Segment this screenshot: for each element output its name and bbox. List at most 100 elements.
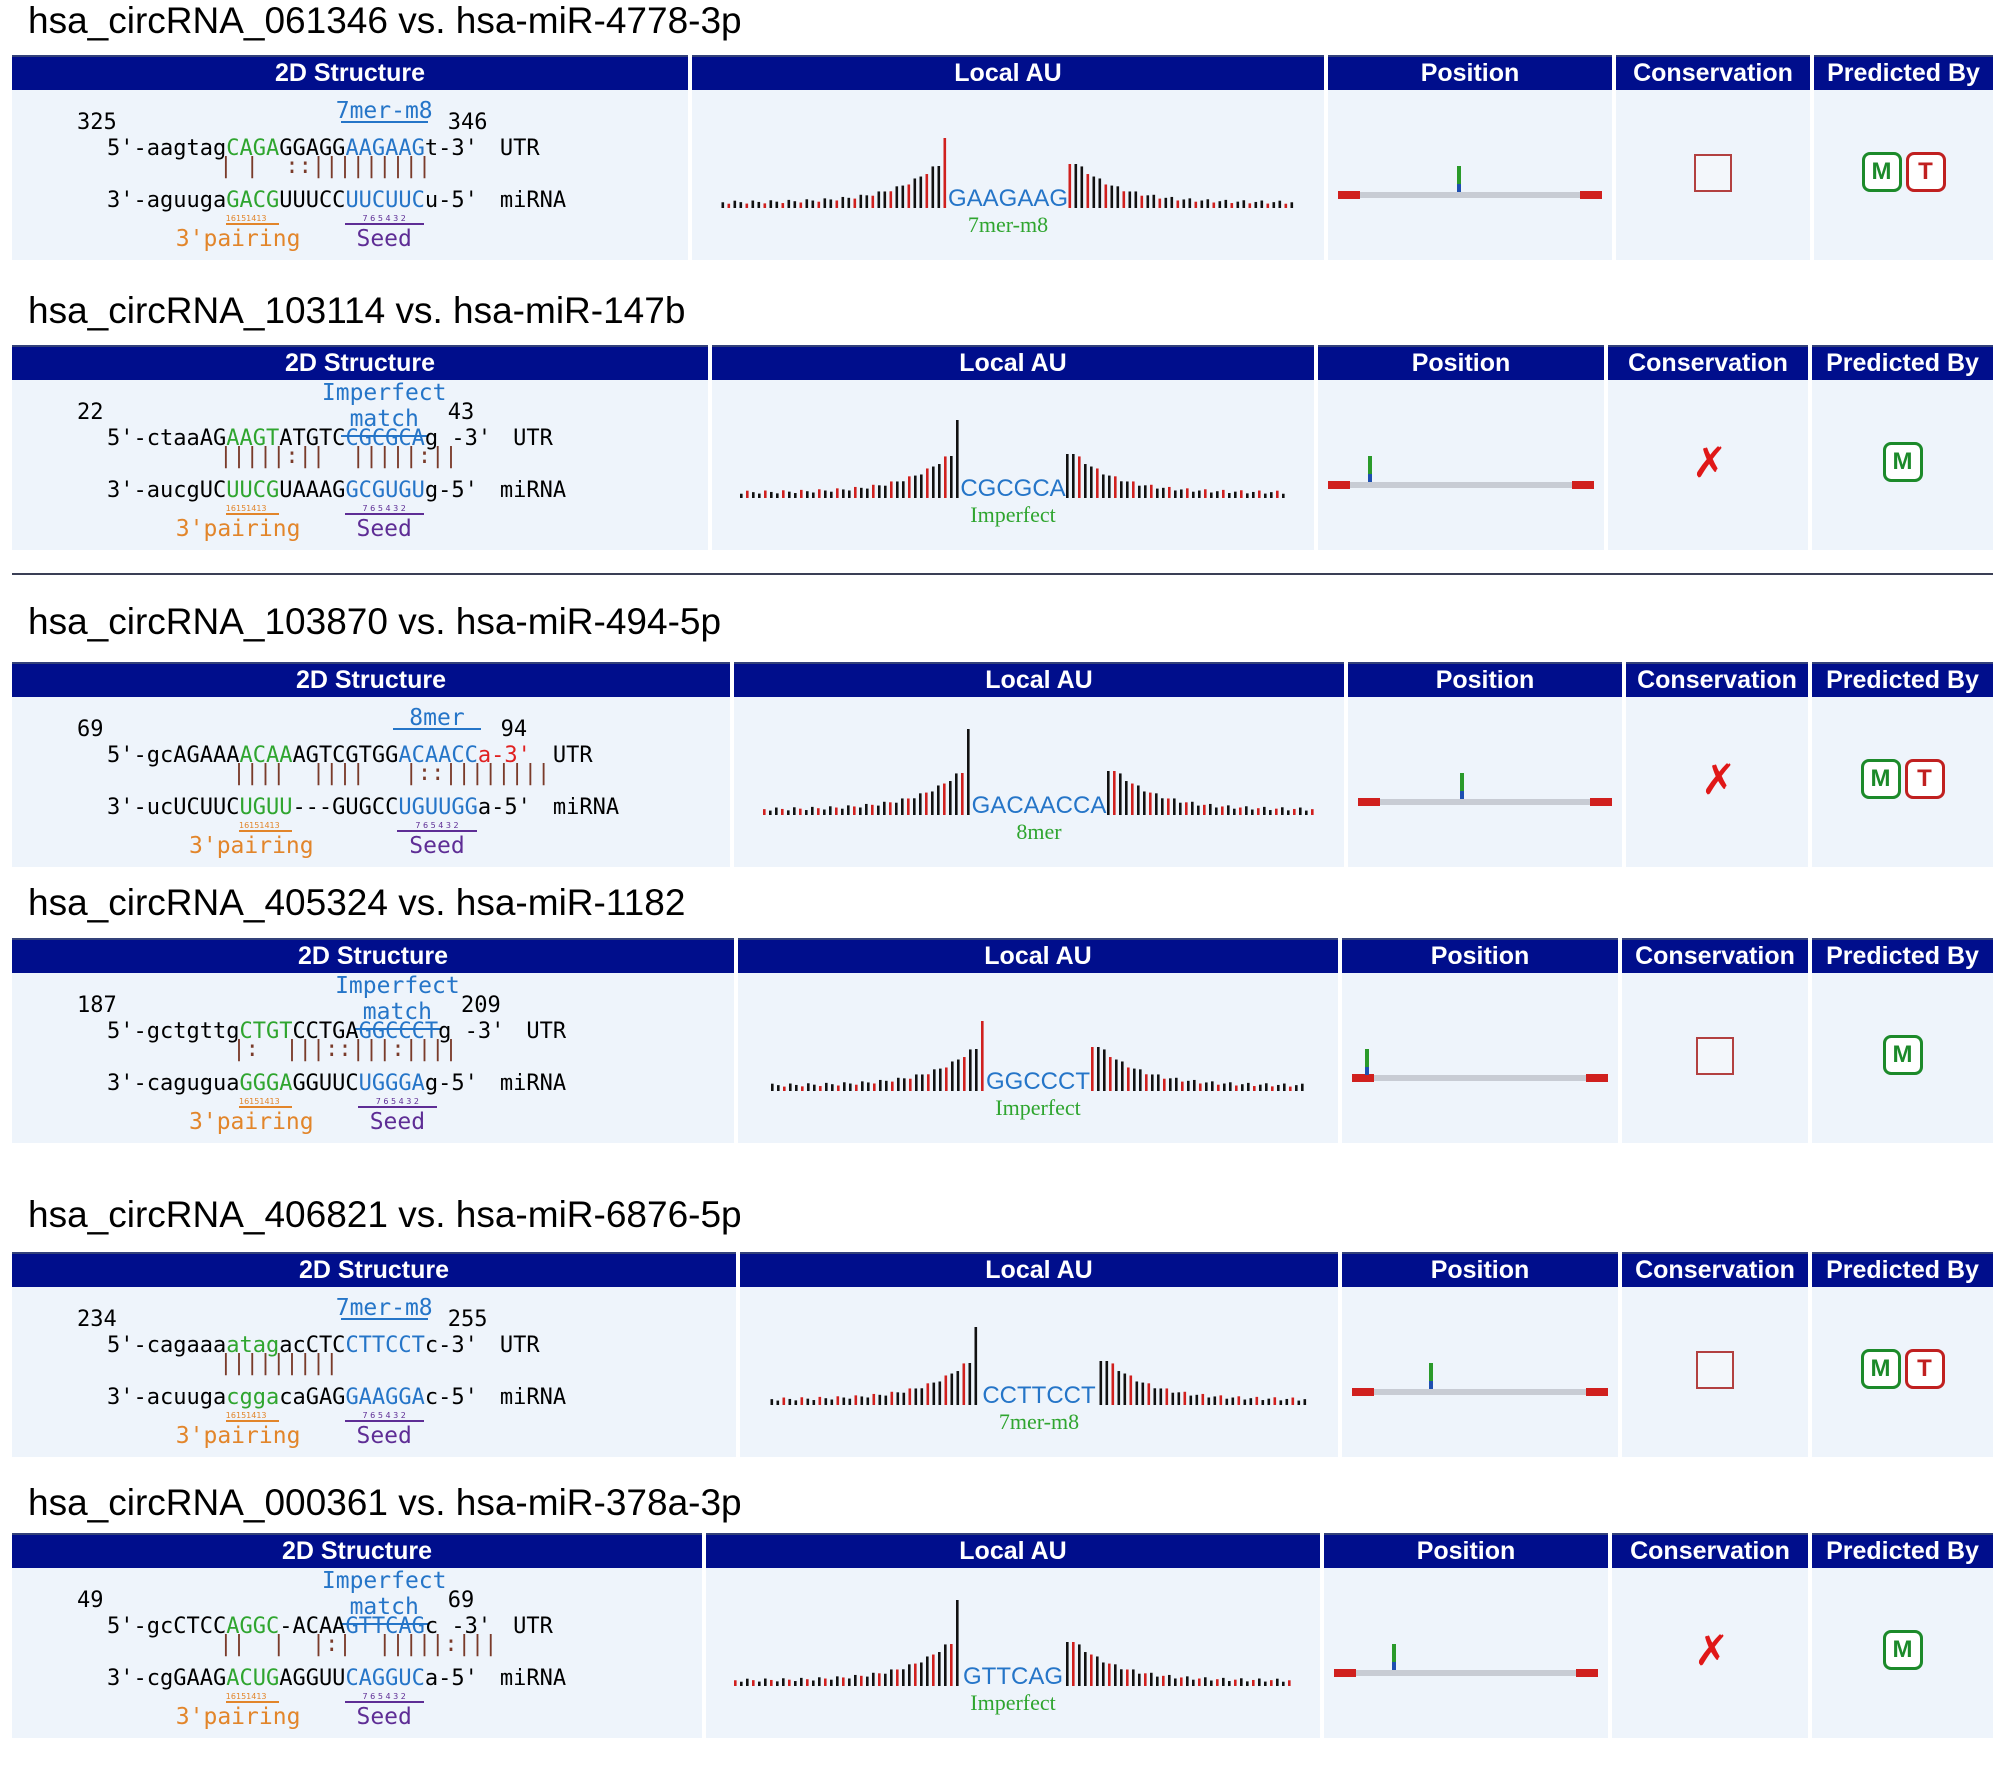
header-local-au[interactable]: Local AU xyxy=(740,1252,1338,1287)
au-bar xyxy=(1193,1079,1196,1091)
pairing-position-digits: 16151413 xyxy=(239,1097,280,1106)
header-position[interactable]: Position xyxy=(1348,662,1622,697)
header-position[interactable]: Position xyxy=(1342,1252,1618,1287)
au-bar xyxy=(776,493,779,498)
header-conservation[interactable]: Conservation xyxy=(1622,938,1808,973)
header-predicted-by[interactable]: Predicted By xyxy=(1812,1252,1993,1287)
au-bar xyxy=(878,485,881,498)
header-predicted-by[interactable]: Predicted By xyxy=(1812,662,1993,697)
header-predicted-by[interactable]: Predicted By xyxy=(1812,1533,1993,1568)
seed-underline xyxy=(357,1106,437,1108)
header-local-au[interactable]: Local AU xyxy=(712,345,1314,380)
au-bar xyxy=(859,807,862,815)
seed-underline xyxy=(397,830,477,832)
au-bar xyxy=(1162,487,1165,498)
position-track-left-end xyxy=(1334,1669,1356,1677)
miranda-badge[interactable]: M xyxy=(1860,1349,1901,1389)
seed-position-digits: 7 6 5 4 3 2 xyxy=(415,821,459,830)
header-2d-structure[interactable]: 2D Structure xyxy=(12,662,730,697)
seed-label: Seed xyxy=(356,516,412,542)
site-marker[interactable] xyxy=(1364,1049,1369,1075)
position-track xyxy=(1338,192,1602,198)
au-bar xyxy=(854,486,857,498)
miranda-badge[interactable]: M xyxy=(1882,1035,1923,1075)
header-predicted-by[interactable]: Predicted By xyxy=(1814,55,1993,90)
au-bar xyxy=(829,199,833,208)
au-bar xyxy=(925,174,929,208)
miranda-badge[interactable]: M xyxy=(1861,152,1902,192)
utr-sequence-seed: GTTCAG xyxy=(345,1614,425,1639)
au-bar xyxy=(849,1083,852,1091)
header-conservation[interactable]: Conservation xyxy=(1612,1533,1808,1568)
au-bar xyxy=(1279,1400,1283,1405)
targetscan-badge[interactable]: T xyxy=(1905,152,1946,192)
header-local-au[interactable]: Local AU xyxy=(692,55,1324,90)
conservation-checkbox[interactable] xyxy=(1696,1037,1734,1075)
header-2d-structure[interactable]: 2D Structure xyxy=(12,55,688,90)
header-conservation[interactable]: Conservation xyxy=(1608,345,1808,380)
base-pair-bonds: || | |:| |||||:||| xyxy=(219,1632,498,1657)
au-bar xyxy=(825,1082,828,1091)
targetscan-badge[interactable]: T xyxy=(1904,1349,1945,1389)
header-conservation[interactable]: Conservation xyxy=(1616,55,1810,90)
header-conservation[interactable]: Conservation xyxy=(1626,662,1808,697)
header-predicted-by[interactable]: Predicted By xyxy=(1812,938,1993,973)
mirna-sequence: 3'-cgGAAGACUGAGGUUCAGGUCa-5' miRNA xyxy=(107,1668,566,1690)
au-bar xyxy=(842,1677,845,1686)
site-marker[interactable] xyxy=(1392,1644,1397,1670)
au-bar xyxy=(1159,1388,1163,1405)
au-bar xyxy=(1276,490,1279,498)
miranda-badge[interactable]: M xyxy=(1860,759,1901,799)
cell-conservation xyxy=(1612,1568,1808,1738)
header-position[interactable]: Position xyxy=(1328,55,1612,90)
au-bar xyxy=(1180,1677,1183,1686)
au-bar xyxy=(818,1677,821,1686)
au-bar xyxy=(1241,1084,1244,1091)
header-position[interactable]: Position xyxy=(1324,1533,1608,1568)
au-bar xyxy=(793,807,796,815)
cell-2d-structure xyxy=(12,697,730,867)
mirna-sequence-label: miRNA xyxy=(499,478,567,503)
header-2d-structure[interactable]: 2D Structure xyxy=(12,938,734,973)
miranda-badge[interactable]: M xyxy=(1882,1630,1923,1670)
mirna-sequence-seed: UGUUGG xyxy=(398,795,478,820)
header-2d-structure[interactable]: 2D Structure xyxy=(12,1533,702,1568)
au-bar xyxy=(812,492,815,498)
header-local-au[interactable]: Local AU xyxy=(706,1533,1320,1568)
position-track xyxy=(1352,1389,1608,1395)
au-bar xyxy=(1143,791,1146,815)
au-bar xyxy=(818,489,821,498)
site-marker[interactable] xyxy=(1456,166,1461,192)
header-conservation[interactable]: Conservation xyxy=(1622,1252,1808,1287)
header-predicted-by[interactable]: Predicted By xyxy=(1812,345,1993,380)
conservation-checkbox[interactable] xyxy=(1696,1351,1734,1389)
utr-sequence-mid: ATGTC xyxy=(279,426,346,451)
au-bar xyxy=(799,202,803,208)
au-bar xyxy=(805,810,808,815)
miranda-badge[interactable]: M xyxy=(1882,442,1923,482)
au-bar xyxy=(860,1396,864,1405)
conservation-checkbox[interactable] xyxy=(1694,154,1732,192)
header-2d-structure[interactable]: 2D Structure xyxy=(12,1252,736,1287)
pairing-underline xyxy=(225,1420,279,1422)
au-bar xyxy=(1249,1398,1253,1405)
site-marker[interactable] xyxy=(1367,456,1372,482)
header-local-au[interactable]: Local AU xyxy=(738,938,1338,973)
au-bar xyxy=(818,1396,822,1405)
header-2d-structure[interactable]: 2D Structure xyxy=(12,345,708,380)
au-bar xyxy=(957,1059,960,1091)
site-marker[interactable] xyxy=(1459,773,1464,799)
seed-position-digits: 7 6 5 4 3 2 xyxy=(362,1411,406,1420)
au-bar xyxy=(938,1381,942,1405)
mirna-sequence-prefix: 3'-aucgUC xyxy=(107,478,227,503)
utr-sequence-tail: a-3' xyxy=(477,743,531,768)
header-local-au[interactable]: Local AU xyxy=(734,662,1344,697)
au-bar xyxy=(896,1392,900,1405)
header-position[interactable]: Position xyxy=(1342,938,1618,973)
au-bar xyxy=(1213,1396,1217,1405)
header-position[interactable]: Position xyxy=(1318,345,1604,380)
targetscan-badge[interactable]: T xyxy=(1904,759,1945,799)
site-marker[interactable] xyxy=(1428,1363,1433,1389)
